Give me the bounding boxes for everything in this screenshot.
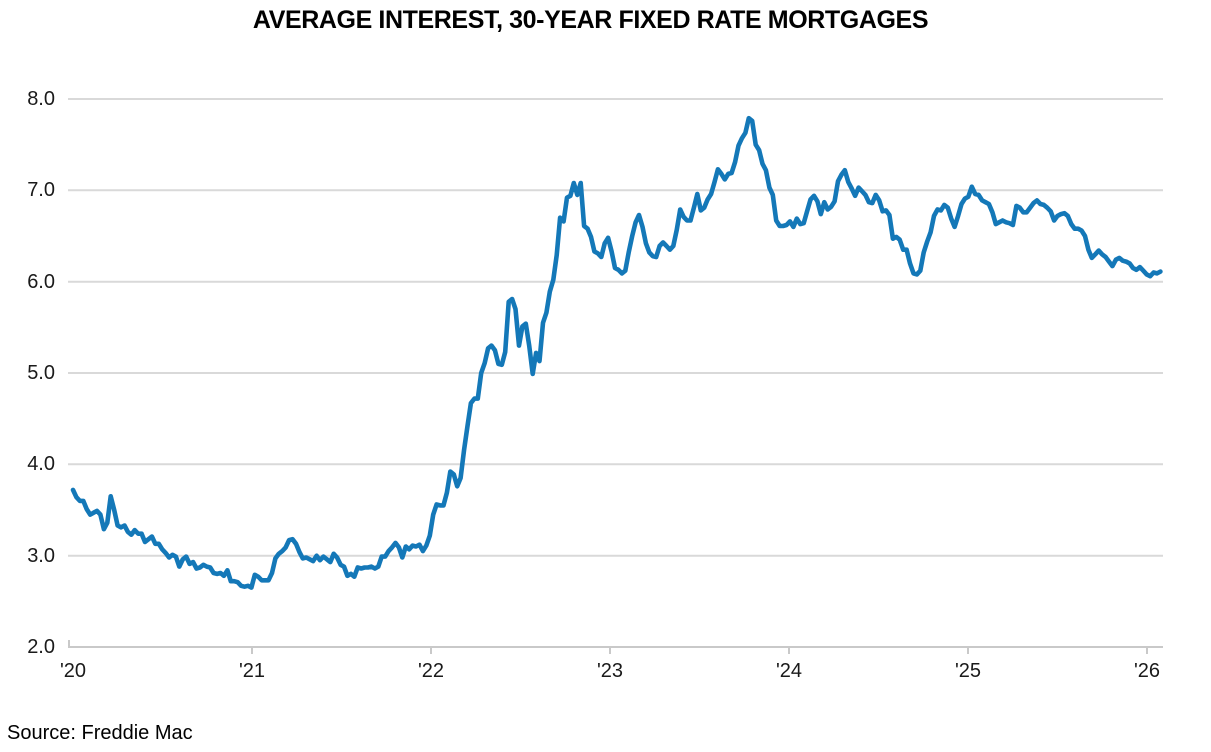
chart-title: AVERAGE INTEREST, 30-YEAR FIXED RATE MOR…	[252, 6, 929, 34]
gridlines	[68, 98, 1163, 557]
y-axis-label: 4.0	[27, 453, 55, 476]
x-axis-label: '25	[954, 660, 982, 682]
source-note: Source: Freddie Mac	[7, 722, 193, 744]
x-axis-label: '24	[775, 660, 803, 682]
rate-line-series	[70, 115, 1163, 590]
x-axis-label: '22	[417, 660, 445, 682]
y-axis-label: 5.0	[27, 362, 55, 384]
y-axis-label: 8.0	[27, 88, 55, 110]
x-axis-label: '26	[1133, 660, 1161, 682]
y-axis-label: 6.0	[27, 270, 55, 293]
x-axis-line	[68, 640, 1163, 648]
y-axis-label: 2.0	[27, 636, 55, 658]
x-axis-label: '23	[596, 660, 624, 682]
x-axis-label: '20	[59, 660, 87, 682]
y-axis-label: 3.0	[27, 544, 55, 567]
x-axis-label: '21	[238, 660, 266, 682]
y-axis-label: 7.0	[27, 179, 55, 202]
x-axis-ticks	[251, 647, 1148, 654]
